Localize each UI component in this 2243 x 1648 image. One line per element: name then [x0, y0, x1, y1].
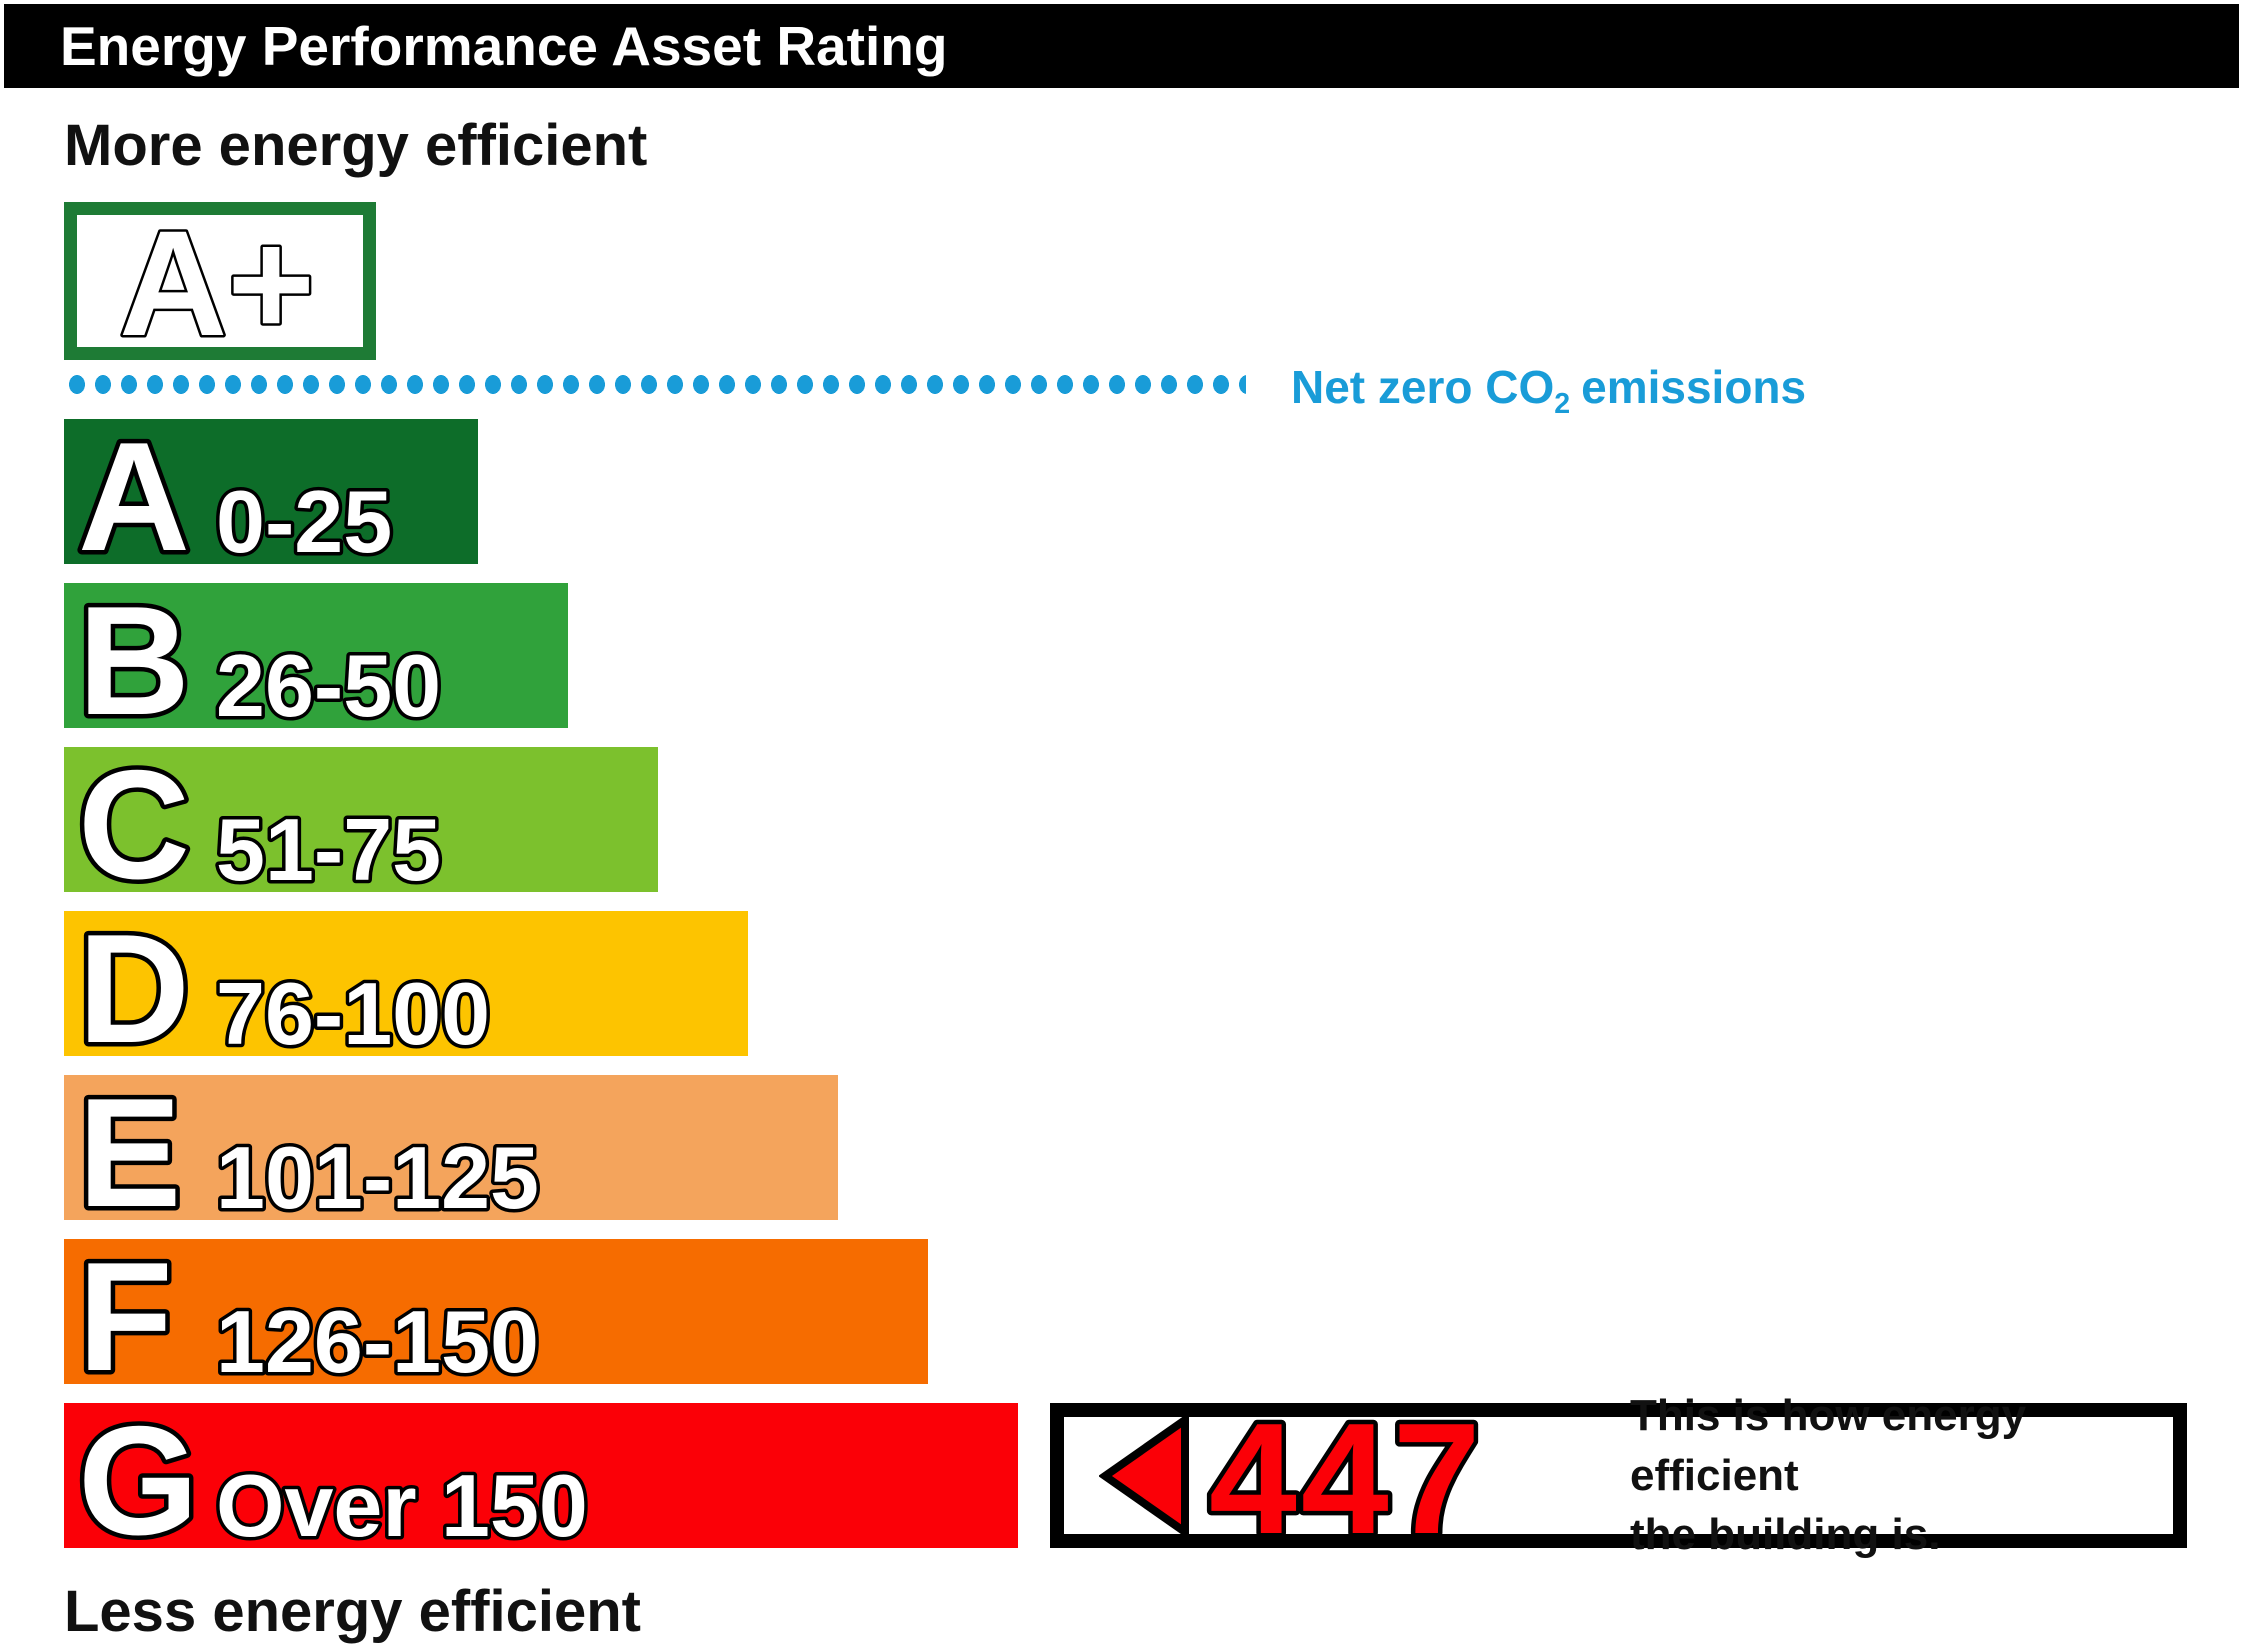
band-outlined-text: F 126-150 — [74, 1226, 543, 1408]
band-range: Over 150 — [216, 1456, 588, 1555]
net-zero-subscript: 2 — [1554, 388, 1571, 421]
band-letter: F — [78, 1230, 173, 1403]
band-outlined-text: G Over 150 — [74, 1390, 592, 1572]
chart-title: Energy Performance Asset Rating — [60, 15, 948, 77]
less-energy-efficient-label: Less energy efficient — [64, 1579, 641, 1644]
band-outlined-text: C 51-75 — [74, 734, 445, 916]
rating-arrow-icon — [1099, 1414, 1189, 1537]
rating-description-line2: the building is. — [1630, 1510, 1941, 1560]
band-letter: G — [78, 1394, 199, 1567]
net-zero-label: Net zero CO2 emissions — [1291, 360, 1806, 421]
rating-bands: A 0-25 B 26-50 C 51-75 D 76-100 E 101-12… — [64, 406, 1018, 1572]
band-outlined-text: B 26-50 — [74, 570, 445, 752]
a-plus-label: A+ — [119, 199, 315, 367]
band-range: 51-75 — [216, 800, 441, 899]
rating-band: G Over 150 — [64, 1390, 1018, 1572]
rating-band: E 101-125 — [64, 1062, 838, 1244]
net-zero-suffix: emissions — [1581, 361, 1807, 413]
a-plus-outlined-text: A+ — [117, 197, 318, 370]
band-letter: B — [78, 574, 190, 747]
band-outlined-text: E 101-125 — [74, 1062, 543, 1244]
band-range: 126-150 — [216, 1292, 539, 1391]
rating-value-outlined-text: 447 — [1205, 1387, 1486, 1572]
net-zero-prefix: Net zero CO — [1291, 361, 1555, 413]
rating-indicator-box: 447 This is how energy efficient the bui… — [1050, 1387, 2187, 1572]
rating-band: D 76-100 — [64, 898, 748, 1080]
rating-description: This is how energy efficient the buildin… — [1630, 1386, 2173, 1565]
band-letter: C — [78, 738, 190, 911]
more-energy-efficient-label: More energy efficient — [64, 113, 648, 178]
band-range: 0-25 — [216, 472, 392, 571]
band-outlined-text: D 76-100 — [74, 898, 494, 1080]
rating-band: A 0-25 — [64, 406, 478, 588]
rating-band: C 51-75 — [64, 734, 658, 916]
net-zero-dotted-line — [64, 374, 1246, 395]
rating-value: 447 — [1209, 1391, 1485, 1567]
band-range: 101-125 — [216, 1128, 539, 1227]
band-letter: E — [78, 1066, 181, 1239]
band-outlined-text: A 0-25 — [74, 406, 396, 588]
band-a-plus: A+ — [64, 197, 376, 370]
band-letter: A — [78, 410, 190, 583]
band-range: 26-50 — [216, 636, 441, 735]
band-range: 76-100 — [216, 964, 490, 1063]
rating-band: B 26-50 — [64, 570, 568, 752]
chart-title-bar: Energy Performance Asset Rating — [4, 4, 2239, 88]
band-letter: D — [78, 902, 190, 1075]
rating-band: F 126-150 — [64, 1226, 928, 1408]
rating-description-line1: This is how energy efficient — [1630, 1390, 2027, 1500]
